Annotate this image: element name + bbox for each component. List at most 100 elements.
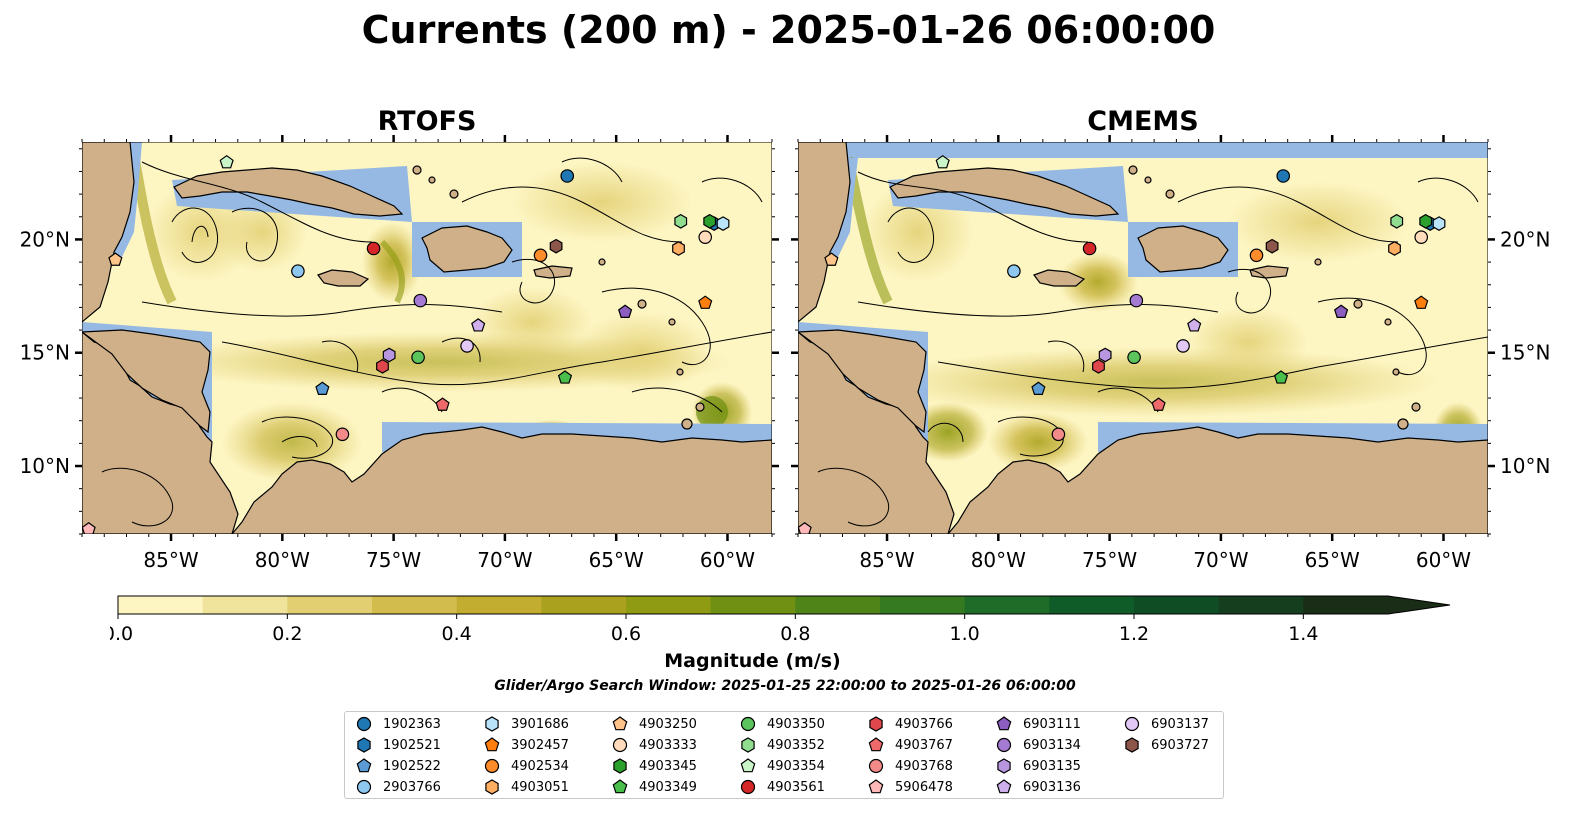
float-marker-5906478 [798, 522, 812, 534]
legend-label: 4903352 [767, 737, 825, 753]
float-marker-3902457 [698, 295, 713, 309]
float-marker-6903134 [413, 293, 428, 308]
legend-marker-hexagon-icon [869, 716, 883, 732]
colorbar-segment [202, 596, 288, 614]
legend-label: 1902521 [383, 737, 441, 753]
float-marker-6903135 [997, 758, 1011, 774]
float-marker-1902521 [357, 737, 371, 753]
float-marker-4903768 [1051, 427, 1066, 442]
float-marker-4903051 [1388, 241, 1401, 256]
float-markers-cmems [798, 154, 1446, 534]
legend-label: 6903136 [1023, 779, 1081, 795]
colorbar-segment [118, 596, 204, 614]
legend-marker-circle-icon [868, 758, 884, 774]
legend-label: 4903333 [639, 737, 697, 753]
float-marker-4903333 [612, 737, 628, 753]
legend-item-4903345: 4903345 [611, 756, 697, 776]
float-marker-6903135 [382, 347, 396, 363]
legend-item-4903250: 4903250 [611, 714, 697, 734]
float-marker-6903134 [1129, 293, 1144, 308]
float-marker-6903135 [1098, 347, 1112, 363]
y-tick-label: 15°N [1500, 341, 1550, 365]
legend-item-5906478: 5906478 [867, 777, 953, 797]
float-marker-3901686 [1432, 216, 1446, 231]
float-legend: 1902363 1902521 1902522 2903766 3901686 39024… [344, 711, 1224, 799]
legend-marker-circle-icon [740, 716, 756, 732]
legend-label: 4903345 [639, 758, 697, 774]
float-marker-1902522 [356, 758, 372, 773]
float-marker-4903250 [612, 716, 628, 731]
y-tick-label: 15°N [20, 341, 70, 365]
y-tick-label: 10°N [1500, 454, 1550, 478]
panel-title-rtofs: RTOFS [377, 106, 477, 137]
float-marker-1902522 [315, 381, 330, 395]
legend-marker-pentagon-icon [612, 779, 628, 794]
float-marker-3902457 [484, 737, 500, 752]
x-tick-label: 65°W [1305, 548, 1360, 572]
float-marker-6903111 [996, 716, 1012, 731]
x-tick-label: 85°W [143, 548, 198, 572]
float-marker-4903767 [435, 397, 450, 411]
float-marker-6903134 [996, 737, 1012, 753]
float-marker-6903137 [1124, 716, 1140, 732]
colorbar-ticks: 0.0 0.2 0.4 0.6 0.8 1.0 1.2 1.4 [110, 614, 1318, 645]
x-tick-label: 60°W [1416, 548, 1471, 572]
legend-item-4903561: 4903561 [739, 777, 825, 797]
colorbar-segment [1218, 596, 1304, 614]
legend-marker-pentagon-icon [612, 716, 628, 731]
legend-item-6903111: 6903111 [995, 714, 1081, 734]
legend-label: 4902534 [511, 758, 569, 774]
float-marker-6903136 [471, 318, 486, 332]
legend-item-4902534: 4902534 [483, 756, 569, 776]
legend-label: 2903766 [383, 779, 441, 795]
legend-label: 4903354 [767, 758, 825, 774]
float-marker-4903767 [868, 737, 884, 752]
legend-label: 4903250 [639, 716, 697, 732]
legend-marker-circle-icon [996, 737, 1012, 753]
colorbar-tick-label: 1.2 [1119, 623, 1149, 645]
colorbar-segment [287, 596, 373, 614]
float-marker-4903354 [740, 758, 756, 773]
legend-item-4903767: 4903767 [867, 735, 953, 755]
figure-title: Currents (200 m) - 2025-01-26 06:00:00 [361, 8, 1216, 52]
colorbar-tick-label: 0.8 [780, 623, 810, 645]
float-marker-6903137 [460, 339, 474, 353]
float-marker-4903333 [698, 230, 713, 244]
float-marker-6903727 [1265, 238, 1279, 254]
colorbar-segment [880, 596, 966, 614]
float-marker-4903766 [1092, 358, 1105, 374]
legend-item-4903350: 4903350 [739, 714, 825, 734]
x-tick-label: 80°W [971, 548, 1026, 572]
legend-item-6903135: 6903135 [995, 756, 1081, 776]
colorbar-segment [1303, 596, 1389, 614]
float-marker-6903136 [996, 779, 1012, 794]
float-marker-4903768 [868, 758, 884, 774]
legend-label: 1902522 [383, 758, 441, 774]
legend-item-6903727: 6903727 [1123, 735, 1209, 755]
legend-marker-hexagon-icon [997, 758, 1011, 774]
legend-marker-pentagon-icon [484, 737, 500, 752]
colorbar-segment [626, 596, 712, 614]
float-marker-2903766 [1007, 264, 1021, 278]
float-marker-4903561 [366, 241, 381, 256]
legend-label: 6903134 [1023, 737, 1081, 753]
float-marker-4903352 [741, 737, 755, 753]
float-marker-3901686 [485, 716, 499, 732]
float-marker-4903349 [1273, 370, 1289, 384]
colorbar-segment [541, 596, 627, 614]
colorbar-segment [372, 596, 458, 614]
legend-marker-pentagon-icon [868, 779, 884, 794]
legend-label: 4903561 [767, 779, 825, 795]
float-marker-1902363 [560, 169, 575, 183]
float-marker-4903352 [674, 213, 688, 229]
legend-item-1902363: 1902363 [355, 714, 441, 734]
colorbar-outline [117, 595, 1451, 615]
map-rtofs [82, 142, 772, 534]
float-marker-4903352 [1390, 213, 1404, 229]
float-marker-4903345 [1419, 213, 1433, 229]
legend-label: 6903111 [1023, 716, 1081, 732]
colorbar-segment [964, 596, 1050, 614]
legend-label: 4903350 [767, 716, 825, 732]
float-marker-4903350 [740, 716, 756, 732]
float-marker-4903350 [411, 350, 425, 365]
